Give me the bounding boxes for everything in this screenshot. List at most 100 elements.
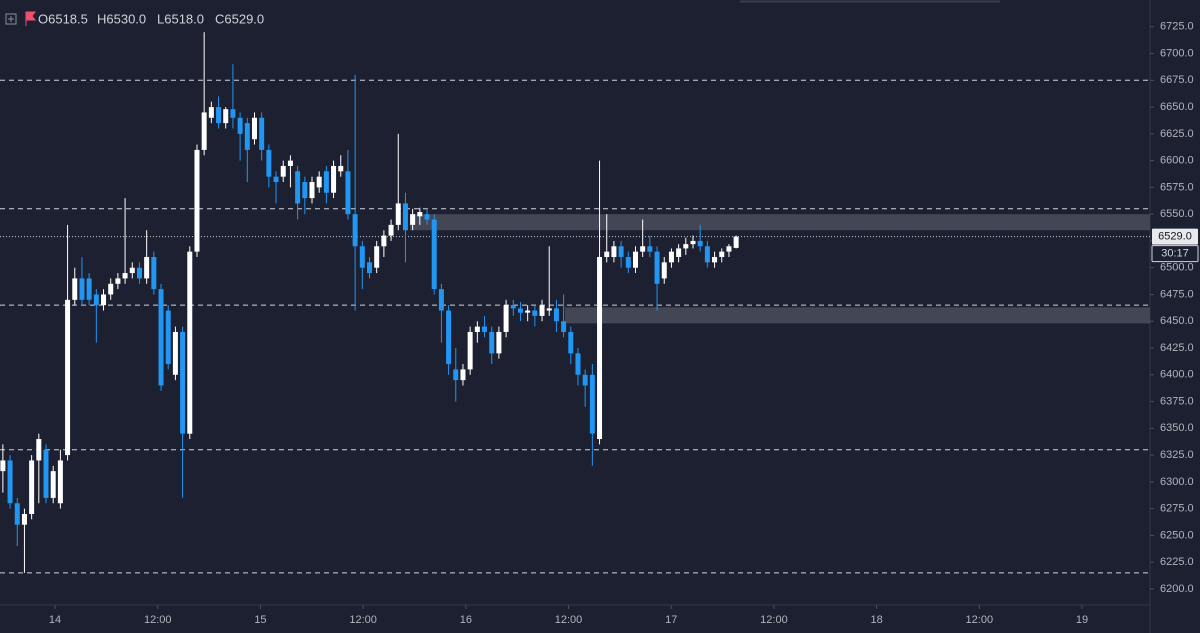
candle-body [180, 331, 186, 434]
candle-body [726, 246, 732, 252]
candle-body [251, 117, 257, 140]
candle-body [618, 246, 624, 257]
countdown-box [1151, 245, 1199, 263]
candle-body [309, 182, 315, 199]
candle-body [546, 308, 552, 311]
candle-body [287, 160, 293, 166]
x-tick-label: 15 [254, 614, 266, 626]
y-tick-label: 6375.0 [1160, 395, 1194, 407]
countdown-label: 30:17 [1161, 248, 1189, 260]
candle-body [582, 374, 588, 386]
flag-icon [25, 11, 36, 26]
y-tick-label: 6475.0 [1160, 288, 1194, 300]
y-tick-label: 6400.0 [1160, 369, 1194, 381]
candle-body [460, 369, 466, 381]
candle-body [208, 107, 214, 118]
y-tick-label: 6300.0 [1160, 476, 1194, 488]
candle-body [654, 251, 660, 284]
candle-body [345, 171, 351, 215]
candle-body [266, 149, 272, 177]
candle-body [719, 251, 725, 257]
candle-body [108, 283, 114, 295]
candle-body [165, 310, 171, 365]
candle-body [230, 109, 236, 118]
candle-body [575, 353, 581, 375]
candle-body [273, 176, 279, 183]
candle-body [532, 310, 538, 316]
candle-body [144, 256, 150, 279]
candle-body [122, 273, 128, 279]
header-close: C6529.0 [215, 11, 264, 26]
candle-body [712, 256, 718, 263]
candle-body [93, 294, 99, 306]
candle-body [158, 289, 164, 386]
header-high: H6530.0 [97, 11, 146, 26]
candle-body [539, 305, 545, 316]
y-tick-label: 6425.0 [1160, 342, 1194, 354]
candle-body [446, 310, 452, 365]
expand-box[interactable] [5, 13, 17, 25]
toolbar-icon[interactable] [5, 13, 17, 25]
y-tick-label: 6575.0 [1160, 181, 1194, 193]
candle-body [410, 214, 416, 225]
candle-body [36, 439, 42, 461]
candle-body [632, 251, 638, 268]
candle-body [331, 165, 337, 193]
candle-body [367, 262, 373, 274]
y-tick-label: 6725.0 [1160, 21, 1194, 33]
candle-body [467, 331, 473, 370]
candle-body [589, 374, 595, 434]
candle-body [503, 305, 509, 332]
candle-body [359, 246, 365, 268]
candle-body [604, 251, 610, 257]
candle-body [704, 246, 710, 263]
candle-body [316, 176, 322, 188]
y-tick-label: 6450.0 [1160, 315, 1194, 327]
candle-body [21, 513, 27, 525]
candle-body [187, 251, 193, 434]
x-tick-label: 16 [460, 614, 472, 626]
candle-body [733, 236, 739, 248]
y-tick-label: 6625.0 [1160, 128, 1194, 140]
candle-body [295, 171, 301, 204]
candle-body [194, 149, 200, 252]
candle-body [395, 203, 401, 225]
header-open: O6518.5 [38, 11, 88, 26]
candle-body [79, 278, 85, 300]
x-tick-label: 12:00 [555, 614, 583, 626]
candle-body [417, 212, 423, 217]
candle-body [424, 214, 430, 220]
last-price-box [1152, 228, 1198, 245]
candle-body [431, 219, 437, 290]
y-tick-label: 6350.0 [1160, 422, 1194, 434]
x-tick-label: 12:00 [144, 614, 172, 626]
zone [565, 307, 1150, 324]
candle-body [402, 203, 408, 231]
x-tick-label: 12:00 [760, 614, 788, 626]
candle-body [553, 308, 559, 322]
y-tick-label: 6200.0 [1160, 583, 1194, 595]
last-price-label: 6529.0 [1158, 231, 1192, 243]
candle-body [489, 331, 495, 354]
candle-body [510, 305, 516, 309]
candle-body [625, 256, 631, 268]
candle-body [525, 310, 531, 313]
y-tick-label: 6500.0 [1160, 262, 1194, 274]
candle-body [280, 165, 286, 177]
header-low: L6518.0 [157, 11, 204, 26]
candle-body [237, 117, 243, 134]
candle-body [388, 224, 394, 236]
candle-body [115, 278, 121, 284]
candle-body [129, 267, 135, 274]
candle-body [259, 117, 265, 150]
x-tick-label: 14 [49, 614, 61, 626]
candle-body [496, 331, 502, 354]
candle-body [86, 278, 92, 300]
candle-body [517, 308, 523, 313]
candle-body [352, 214, 358, 247]
candle-body [0, 460, 6, 472]
candle-body [676, 248, 682, 257]
y-tick-label: 6675.0 [1160, 74, 1194, 86]
candle-body [136, 267, 142, 279]
candle-body [29, 460, 35, 514]
